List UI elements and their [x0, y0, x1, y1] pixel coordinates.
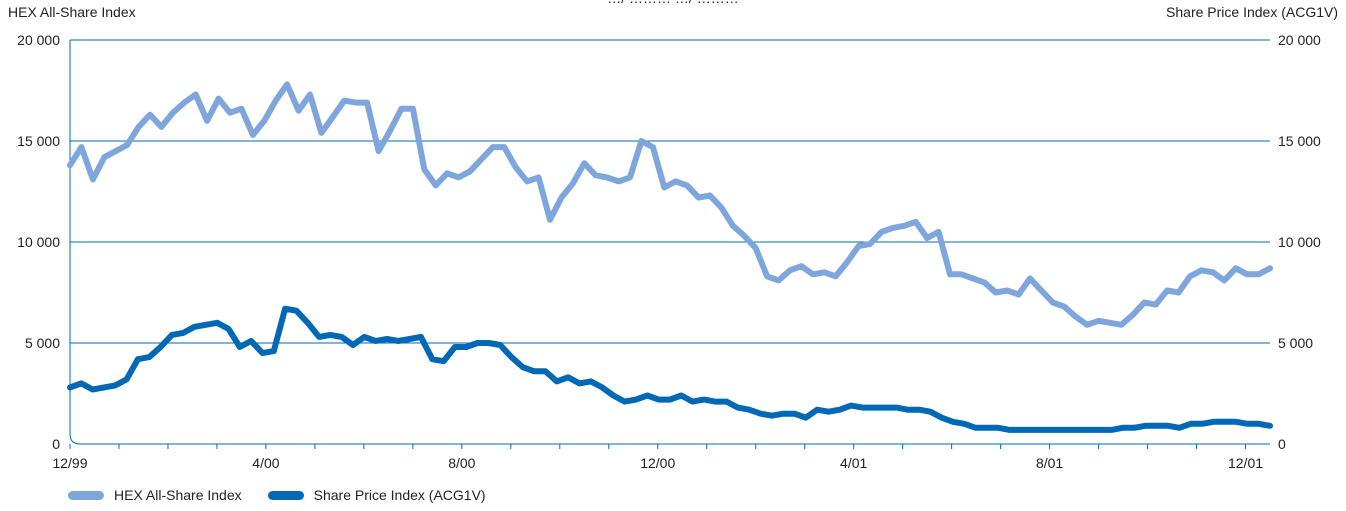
legend-item-hex: HEX All-Share Index [68, 487, 242, 503]
right-axis-title: Share Price Index (ACG1V) [1166, 4, 1338, 20]
y-tick-label-left: 5 000 [25, 335, 60, 351]
y-tick-label-left: 15 000 [17, 133, 60, 149]
y-tick-label-right: 0 [1278, 436, 1286, 452]
series-line-hex [67, 81, 1273, 328]
x-tick-label: 8/00 [448, 455, 475, 471]
left-axis-title: HEX All-Share Index [8, 4, 136, 20]
x-tick-label: 4/00 [252, 455, 279, 471]
y-tick-label-right: 15 000 [1278, 133, 1321, 149]
chart-title: …/ ……… …/ ……… [0, 0, 1346, 6]
legend-item-acg1v: Share Price Index (ACG1V) [267, 487, 486, 503]
legend-label-hex: HEX All-Share Index [114, 487, 242, 503]
legend-swatch-hex [68, 490, 104, 500]
legend: HEX All-Share Index Share Price Index (A… [68, 487, 512, 503]
legend-label-acg1v: Share Price Index (ACG1V) [313, 487, 486, 503]
y-tick-label-right: 20 000 [1278, 32, 1321, 48]
y-tick-label-left: 20 000 [17, 32, 60, 48]
x-tick-label: 12/01 [1228, 455, 1263, 471]
x-tick-label: 12/99 [52, 455, 87, 471]
axis-frame [69, 40, 1270, 445]
x-tick-label: 8/01 [1036, 455, 1063, 471]
x-tick-label: 4/01 [840, 455, 867, 471]
x-tick-label: 12/00 [640, 455, 675, 471]
y-tick-label-left: 10 000 [17, 234, 60, 250]
series-line-acg1v [67, 305, 1273, 433]
legend-swatch-acg1v [267, 490, 304, 500]
y-tick-label-right: 10 000 [1278, 234, 1321, 250]
y-tick-label-left: 0 [52, 436, 60, 452]
y-tick-label-right: 5 000 [1278, 335, 1313, 351]
